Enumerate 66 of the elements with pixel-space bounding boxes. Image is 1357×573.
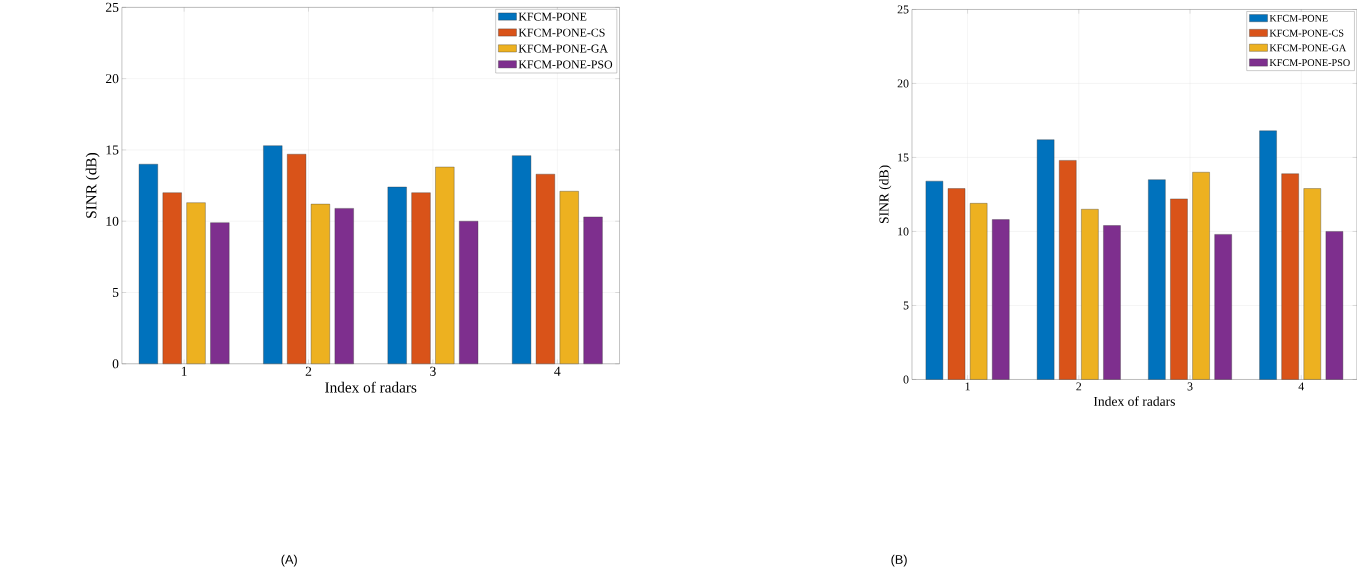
bar	[411, 192, 431, 364]
bar	[535, 173, 555, 364]
bar	[1081, 208, 1099, 380]
y-tick-label: 15	[898, 153, 909, 162]
x-tick-label: 2	[1076, 382, 1082, 391]
bar	[310, 203, 330, 364]
x-tick-label: 3	[1187, 382, 1193, 391]
legend-label: KFCM-PONE-CS	[518, 28, 605, 37]
x-axis-title: Index of radars	[1093, 396, 1175, 406]
x-tick-label: 1	[181, 366, 187, 376]
y-tick-label: 20	[105, 73, 119, 84]
bar	[969, 202, 988, 380]
bar	[138, 163, 158, 364]
bar	[162, 192, 182, 364]
y-tick-label: 20	[897, 79, 909, 88]
x-tick-label: 4	[1298, 382, 1305, 391]
legend-label: KFCM-PONE-GA	[1269, 44, 1347, 52]
bar	[1325, 231, 1344, 380]
bar	[1303, 188, 1321, 380]
x-tick-label: 3	[430, 366, 436, 376]
y-tick-label: 5	[112, 287, 119, 297]
bar	[1192, 171, 1210, 380]
legend-label: KFCM-PONE	[1269, 14, 1328, 22]
y-axis-title: SINR (dB)	[879, 165, 892, 223]
bar	[435, 166, 455, 364]
bar	[210, 222, 230, 364]
text: (A)	[281, 554, 297, 567]
bar	[1170, 198, 1188, 380]
bar	[1259, 130, 1277, 380]
bar	[186, 202, 206, 364]
bar	[1103, 225, 1121, 380]
bar	[1059, 160, 1077, 380]
bar	[925, 180, 944, 380]
x-tick-label: 2	[305, 366, 312, 376]
legend-label: KFCM-PONE-GA	[518, 44, 608, 53]
bar	[1281, 173, 1299, 380]
y-tick-label: 15	[106, 145, 119, 155]
y-tick-label: 25	[105, 2, 119, 12]
bar	[947, 188, 966, 380]
text: (B)	[891, 554, 907, 567]
bar	[583, 216, 603, 364]
y-tick-label: 10	[106, 216, 119, 226]
y-tick-label: 25	[897, 5, 909, 14]
legend-label: KFCM-PONE-PSO	[1269, 59, 1350, 66]
bar	[459, 220, 479, 364]
legend-label: KFCM-PONE-PSO	[518, 60, 613, 69]
bar	[287, 153, 307, 364]
x-tick-label: 1	[965, 382, 970, 391]
y-tick-label: 0	[903, 375, 909, 384]
x-axis-title: Index of radars	[325, 381, 417, 393]
bar	[1148, 179, 1166, 380]
bar	[992, 219, 1010, 380]
bar	[263, 145, 283, 364]
bar	[1214, 234, 1232, 380]
y-axis-title: SINR (dB)	[85, 152, 100, 218]
bar	[559, 190, 579, 364]
y-tick-label: 0	[112, 359, 119, 369]
y-tick-label: 10	[898, 227, 909, 236]
bar	[512, 155, 532, 364]
legend-label: KFCM-PONE-CS	[1269, 29, 1344, 37]
bar	[387, 186, 407, 364]
y-tick-label: 5	[903, 301, 909, 310]
bar	[334, 208, 354, 364]
legend-label: KFCM-PONE	[518, 12, 587, 21]
x-tick-label: 4	[554, 366, 561, 376]
bar	[1036, 139, 1055, 380]
